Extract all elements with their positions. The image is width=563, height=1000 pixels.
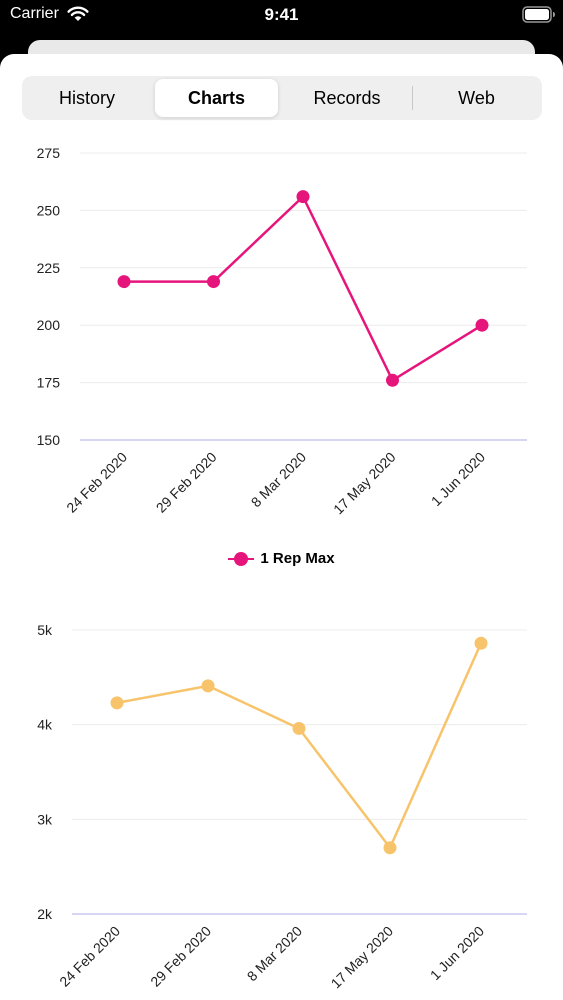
legend-marker-icon: [228, 551, 255, 566]
volume-series-line: [116, 642, 483, 849]
segmented-control: History Charts Records Web: [22, 76, 542, 120]
status-bar: Carrier 9:41: [0, 0, 563, 32]
one-rep-max-y-tick-label: 250: [37, 202, 61, 218]
volume-x-tick-label: 17 May 2020: [328, 923, 397, 992]
one-rep-max-data-point: [475, 318, 489, 332]
one-rep-max-y-tick-label: 175: [37, 375, 61, 391]
carrier-label: Carrier: [10, 5, 59, 22]
one-rep-max-x-tick-label: 29 Feb 2020: [153, 449, 220, 516]
tab-history-label: History: [58, 87, 115, 108]
volume-y-tick-label: 2k: [37, 906, 53, 922]
volume-x-tick-label: 29 Feb 2020: [147, 923, 214, 990]
one-rep-max-chart: 150 175 200 225 250 275 24 Feb 2020 29 Feb 2020…: [0, 138, 563, 538]
tab-web[interactable]: Web: [414, 79, 539, 117]
volume-chart-canvas: 2k 3k 4k 5k 24 Feb 2020 29 Feb 2020 8 Mar 2020…: [37, 622, 527, 992]
one-rep-max-x-tick-label: 17 May 2020: [330, 449, 399, 518]
one-rep-max-y-tick-label: 150: [37, 432, 61, 448]
one-rep-max-data-point: [207, 275, 220, 289]
one-rep-max-data-point: [117, 275, 131, 289]
tab-history[interactable]: History: [25, 79, 149, 117]
one-rep-max-y-tick-label: 275: [37, 145, 61, 161]
wifi-icon: [67, 6, 89, 21]
one-rep-max-data-point: [386, 373, 399, 387]
volume-data-point: [474, 636, 488, 650]
volume-data-point: [383, 841, 397, 855]
one-rep-max-series-line: [124, 195, 483, 382]
segment-divider: [412, 86, 413, 110]
clock-label: 9:41: [264, 5, 299, 24]
legend-dot: [234, 551, 249, 566]
one-rep-max-y-tick-label: 200: [37, 317, 61, 333]
one-rep-max-y-tick-label: 225: [37, 260, 61, 276]
volume-x-tick-label: 8 Mar 2020: [244, 923, 306, 985]
tab-web-label: Web: [458, 87, 495, 108]
one-rep-max-x-tick-label: 1 Jun 2020: [428, 449, 488, 509]
tab-records[interactable]: Records: [284, 79, 410, 117]
battery-icon: [522, 6, 555, 23]
one-rep-max-x-tick-label: 24 Feb 2020: [63, 449, 130, 516]
tab-charts-label: Charts: [187, 87, 245, 108]
volume-data-point: [201, 679, 215, 693]
tab-charts[interactable]: Charts: [155, 79, 278, 117]
one-rep-max-chart-canvas: 150 175 200 225 250 275 24 Feb 2020 29 Feb 2020…: [37, 145, 527, 518]
volume-y-tick-label: 5k: [37, 622, 53, 638]
chart-legend[interactable]: 1 Rep Max: [0, 550, 563, 567]
tab-records-label: Records: [313, 87, 381, 108]
volume-chart: 2k 3k 4k 5k 24 Feb 2020 29 Feb 2020 8 Mar 2020…: [0, 614, 563, 1000]
one-rep-max-x-tick-label: 8 Mar 2020: [248, 449, 310, 511]
volume-x-tick-label: 24 Feb 2020: [56, 923, 123, 990]
charts-sheet: History Charts Records Web 150 175 200 225 2…: [0, 54, 563, 1000]
volume-data-point: [292, 721, 306, 735]
one-rep-max-data-point: [296, 190, 310, 204]
volume-y-tick-label: 4k: [37, 717, 53, 733]
volume-x-tick-label: 1 Jun 2020: [427, 923, 487, 983]
legend-label: 1 Rep Max: [260, 550, 335, 567]
volume-data-point: [110, 696, 124, 710]
volume-y-tick-label: 3k: [37, 811, 53, 827]
